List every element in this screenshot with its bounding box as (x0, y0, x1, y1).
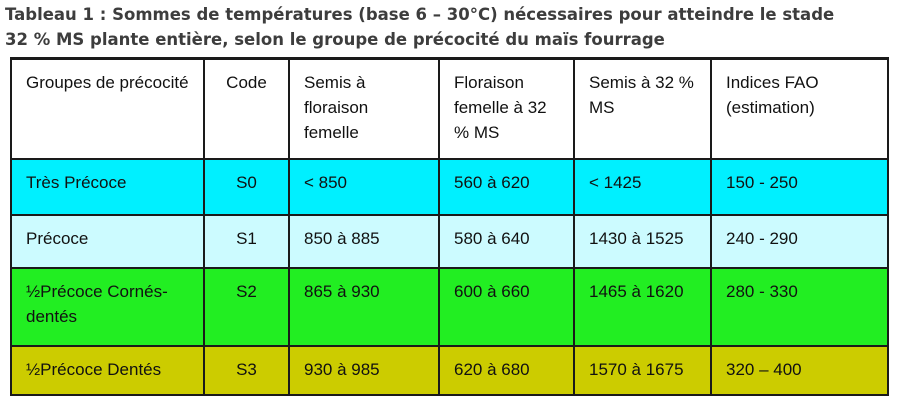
cell-floraison-ms: 600 à 660 (438, 266, 575, 347)
caption-line-2: 32 % MS plante entière, selon le groupe … (5, 30, 665, 49)
cell-semis-floraison: 865 à 930 (288, 266, 440, 347)
header-groupes: Groupes de précocité (10, 57, 205, 160)
table-row: Très Précoce S0 < 850 560 à 620 < 1425 1… (10, 157, 889, 216)
table-row: ½Précoce Cornés-dentés S2 865 à 930 600 … (10, 266, 889, 347)
cell-semis-ms: 1465 à 1620 (573, 266, 712, 347)
header-semis-floraison: Semis à floraison femelle (288, 57, 440, 160)
cell-group: Précoce (10, 213, 205, 269)
table-row: Précoce S1 850 à 885 580 à 640 1430 à 15… (10, 213, 889, 269)
header-indices-fao: Indices FAO (estimation) (710, 57, 889, 160)
table-row: ½Précoce Dentés S3 930 à 985 620 à 680 1… (10, 344, 889, 396)
cell-semis-floraison: 850 à 885 (288, 213, 440, 269)
header-code: Code (203, 57, 290, 160)
cell-fao: 320 – 400 (710, 344, 889, 396)
table-container: Groupes de précocité Code Semis à florai… (10, 57, 889, 396)
cell-code: S3 (203, 344, 290, 396)
cell-semis-floraison: < 850 (288, 157, 440, 216)
cell-floraison-ms: 580 à 640 (438, 213, 575, 269)
table-caption: Tableau 1 : Sommes de températures (base… (5, 2, 885, 52)
cell-code: S0 (203, 157, 290, 216)
cell-semis-ms: 1570 à 1675 (573, 344, 712, 396)
header-floraison-ms: Floraison femelle à 32 % MS (438, 57, 575, 160)
header-row: Groupes de précocité Code Semis à florai… (10, 57, 889, 160)
header-semis-ms: Semis à 32 % MS (573, 57, 712, 160)
cell-floraison-ms: 620 à 680 (438, 344, 575, 396)
cell-group: ½Précoce Dentés (10, 344, 205, 396)
cell-group: Très Précoce (10, 157, 205, 216)
cell-code: S2 (203, 266, 290, 347)
cell-fao: 150 - 250 (710, 157, 889, 216)
cell-fao: 240 - 290 (710, 213, 889, 269)
cell-semis-ms: < 1425 (573, 157, 712, 216)
cell-group: ½Précoce Cornés-dentés (10, 266, 205, 347)
cell-semis-floraison: 930 à 985 (288, 344, 440, 396)
cell-floraison-ms: 560 à 620 (438, 157, 575, 216)
precocity-table: Groupes de précocité Code Semis à florai… (10, 57, 889, 396)
cell-fao: 280 - 330 (710, 266, 889, 347)
cell-semis-ms: 1430 à 1525 (573, 213, 712, 269)
cell-code: S1 (203, 213, 290, 269)
caption-line-1: Tableau 1 : Sommes de températures (base… (5, 5, 835, 24)
